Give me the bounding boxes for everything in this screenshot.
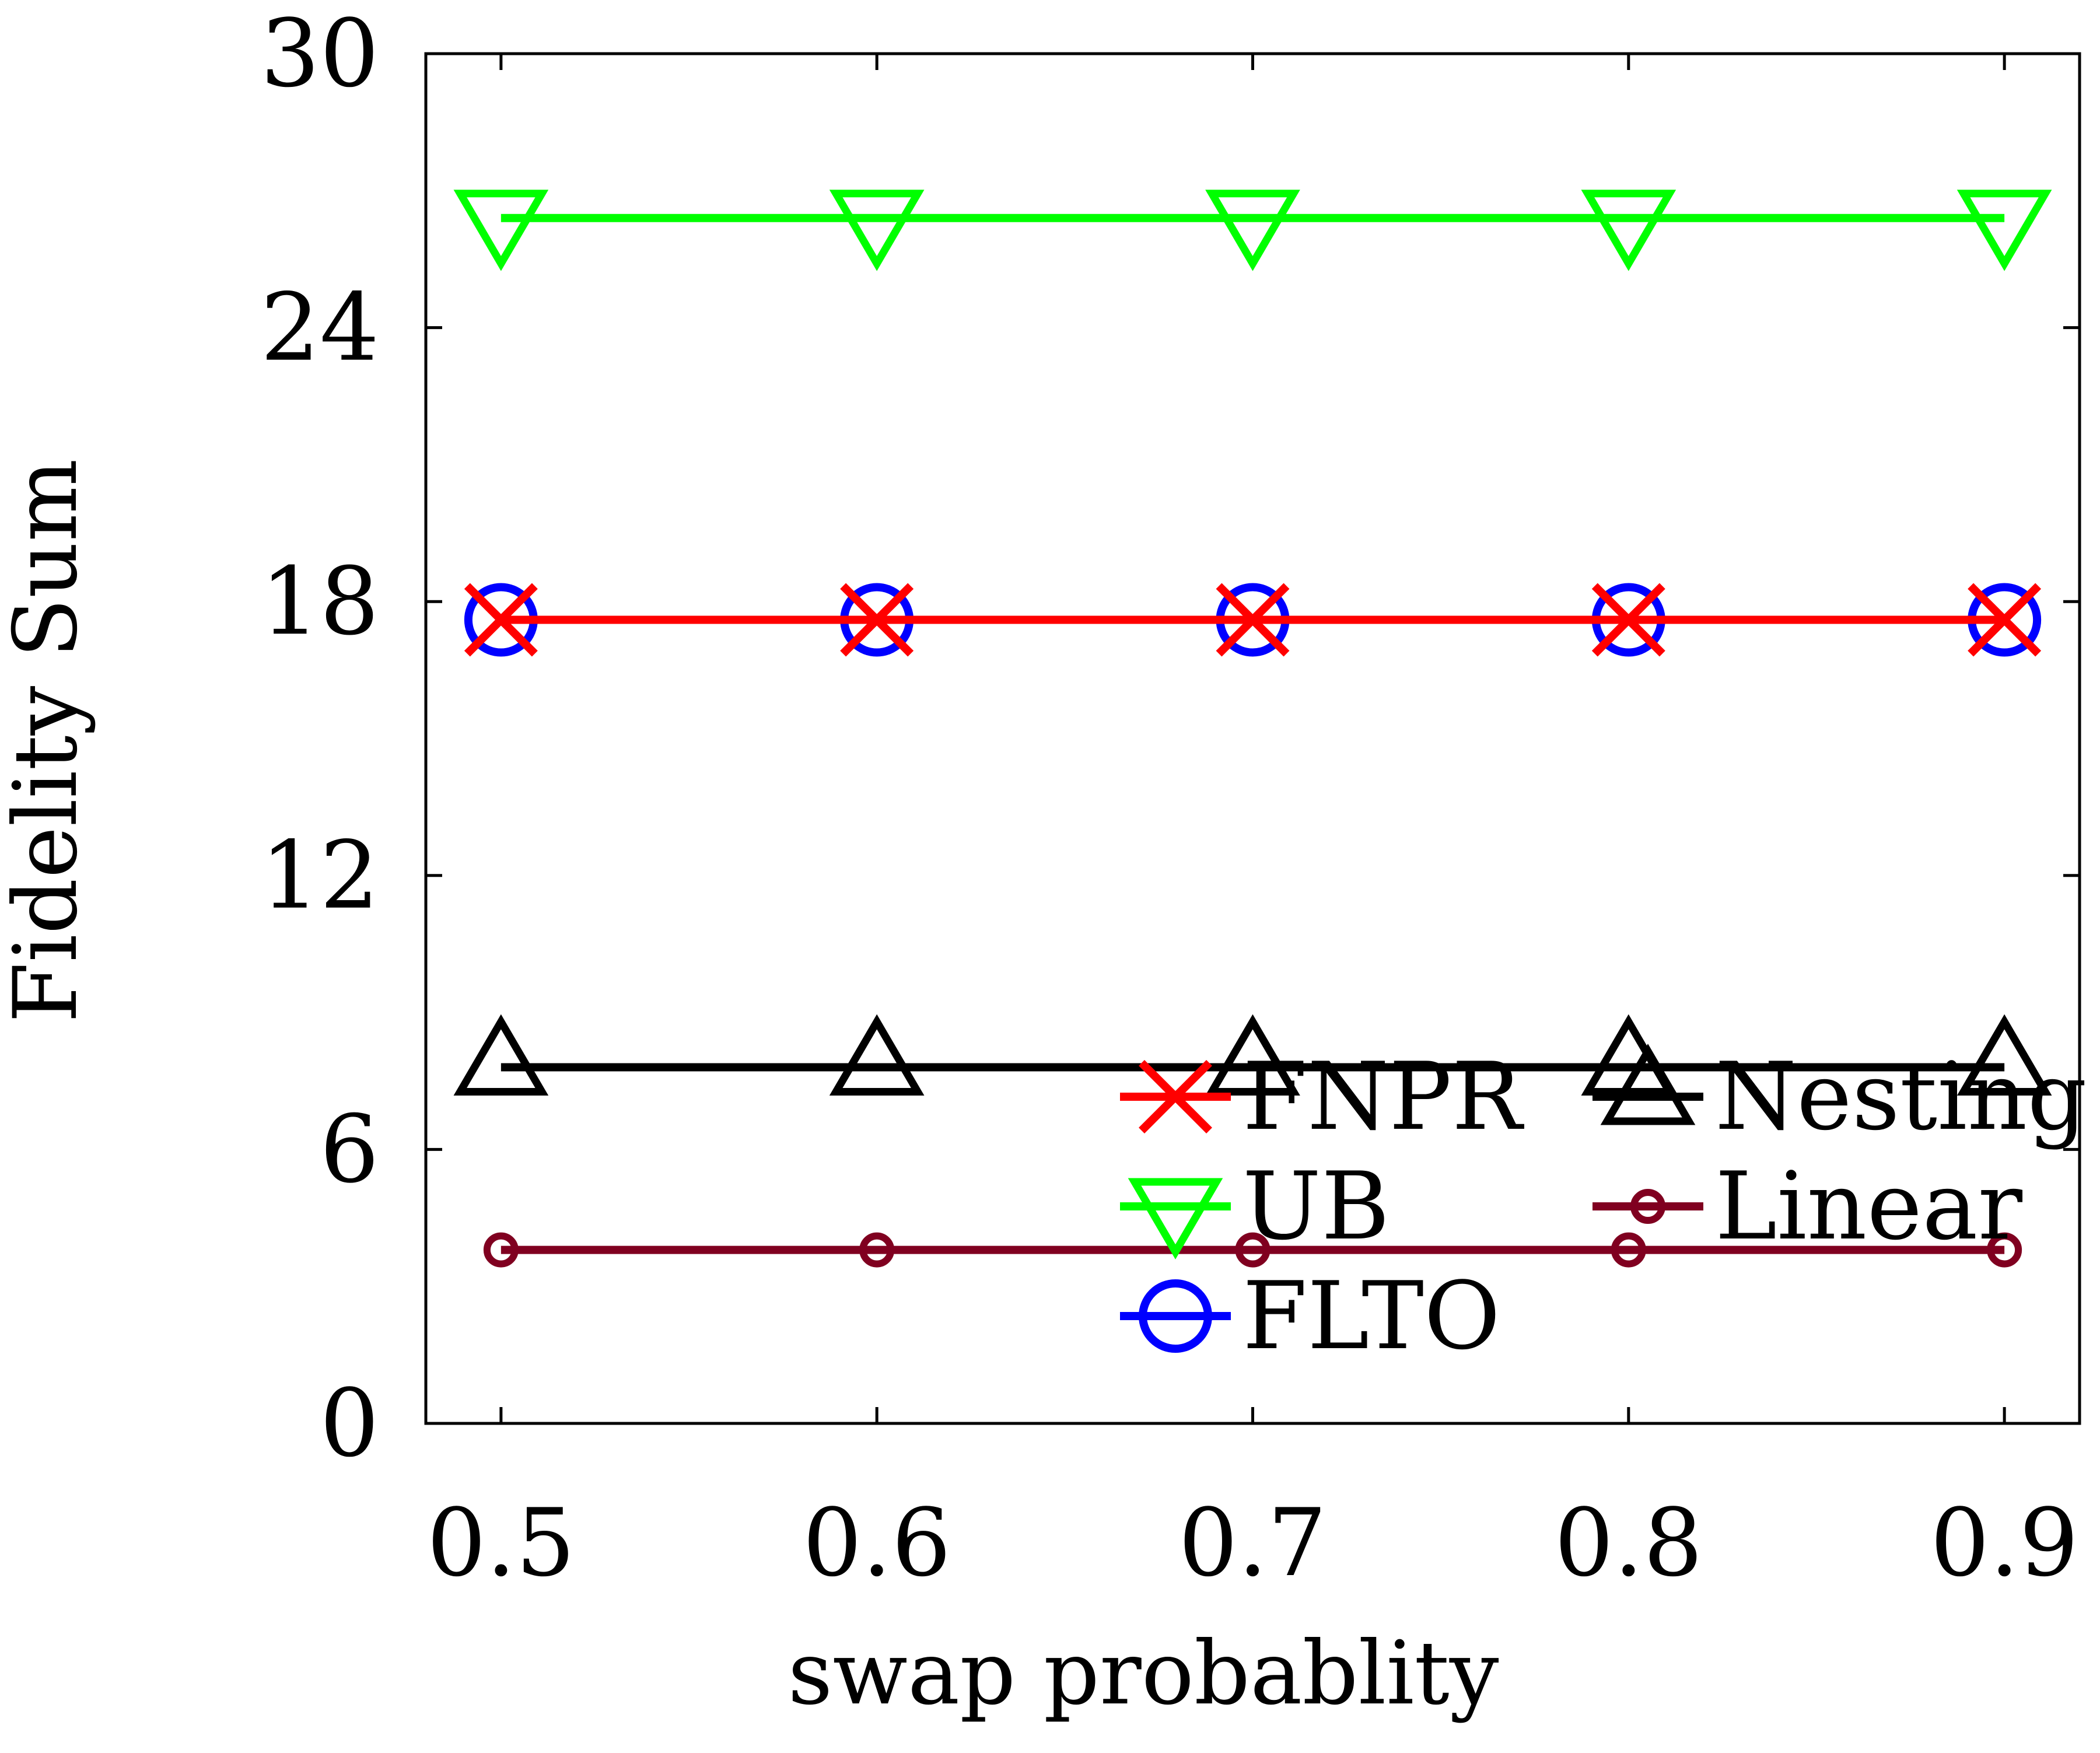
- point-fnpr: [840, 583, 914, 657]
- x-mark-stroke: [840, 583, 914, 657]
- x-tick-label: 0.5: [427, 1488, 575, 1597]
- circle-mark: [1235, 1232, 1270, 1268]
- legend-label-flto: FLTO: [1242, 1261, 1500, 1370]
- legend-item-nesting: Nesting: [1592, 1042, 2087, 1151]
- point-nesting: [1205, 1014, 1300, 1096]
- y-tick-label: 24: [260, 273, 379, 382]
- legend-label-fnpr: FNPR: [1242, 1042, 1525, 1151]
- circle-mark: [1139, 1279, 1212, 1353]
- point-nesting: [1957, 1014, 2052, 1096]
- legend-marker-linear: [1630, 1189, 1665, 1224]
- legend-item-ub: UB: [1120, 1152, 1390, 1261]
- point-ub: [1581, 190, 1676, 271]
- point-nesting: [829, 1014, 925, 1096]
- x-tick-label: 0.6: [803, 1488, 951, 1597]
- point-ub: [453, 190, 549, 271]
- triangle-mark: [1581, 190, 1676, 271]
- point-linear: [859, 1232, 895, 1268]
- x-tick-label: 0.7: [1178, 1488, 1326, 1597]
- point-fnpr: [1968, 583, 2042, 657]
- point-fnpr: [464, 583, 538, 657]
- x-mark-stroke: [1216, 583, 1290, 657]
- series-ub: [453, 190, 2052, 271]
- y-tick-label: 18: [260, 547, 379, 656]
- circle-mark: [483, 1232, 519, 1268]
- legend-item-fnpr: FNPR: [1120, 1042, 1525, 1151]
- triangle-mark: [1957, 1014, 2052, 1096]
- circle-mark: [1611, 1232, 1646, 1268]
- legend-marker-nesting: [1600, 1044, 1696, 1125]
- y-axis-label: Fidelity Sum: [0, 459, 97, 1023]
- legend-label-nesting: Nesting: [1715, 1042, 2087, 1151]
- legend-label-linear: Linear: [1715, 1152, 2023, 1261]
- x-mark-stroke: [1591, 583, 1665, 657]
- y-tick-label: 12: [260, 821, 379, 930]
- point-linear: [483, 1232, 519, 1268]
- triangle-mark: [1205, 1014, 1300, 1096]
- circle-mark: [1630, 1189, 1665, 1224]
- y-tick-label: 30: [260, 0, 379, 108]
- circle-mark: [859, 1232, 895, 1268]
- triangle-mark: [453, 190, 549, 271]
- triangle-mark: [1600, 1044, 1696, 1125]
- x-tick-label: 0.9: [1930, 1488, 2078, 1597]
- point-linear: [1987, 1232, 2022, 1268]
- triangle-mark: [829, 190, 925, 271]
- x-mark-stroke: [1968, 583, 2042, 657]
- x-tick-label: 0.8: [1555, 1488, 1703, 1597]
- x-axis-label: swap probablity: [788, 1623, 1499, 1724]
- series-fnpr: [464, 583, 2042, 657]
- circle-mark: [1987, 1232, 2022, 1268]
- legend: FNPR Nesting UB Linear FLTO: [1120, 1042, 2087, 1370]
- legend-marker-fnpr: [1139, 1060, 1212, 1133]
- legend-marker-flto: [1139, 1279, 1212, 1353]
- legend-item-flto: FLTO: [1120, 1261, 1500, 1370]
- point-fnpr: [1591, 583, 1665, 657]
- point-ub: [829, 190, 925, 271]
- legend-item-linear: Linear: [1592, 1152, 2023, 1261]
- legend-marker-ub: [1128, 1178, 1223, 1259]
- triangle-mark: [453, 1014, 549, 1096]
- triangle-mark: [1205, 190, 1300, 271]
- point-fnpr: [1216, 583, 1290, 657]
- triangle-mark: [1128, 1178, 1223, 1259]
- y-tick-label: 0: [320, 1369, 379, 1478]
- y-tick-label: 6: [320, 1094, 379, 1203]
- point-linear: [1611, 1232, 1646, 1268]
- series-nesting: [453, 1014, 2052, 1096]
- triangle-mark: [829, 1014, 925, 1096]
- point-ub: [1957, 190, 2052, 271]
- series-linear: [483, 1232, 2022, 1268]
- triangle-mark: [1957, 190, 2052, 271]
- legend-label-ub: UB: [1242, 1152, 1390, 1261]
- point-linear: [1235, 1232, 1270, 1268]
- point-ub: [1205, 190, 1300, 271]
- point-nesting: [453, 1014, 549, 1096]
- x-mark-stroke: [1139, 1060, 1212, 1133]
- x-mark-stroke: [464, 583, 538, 657]
